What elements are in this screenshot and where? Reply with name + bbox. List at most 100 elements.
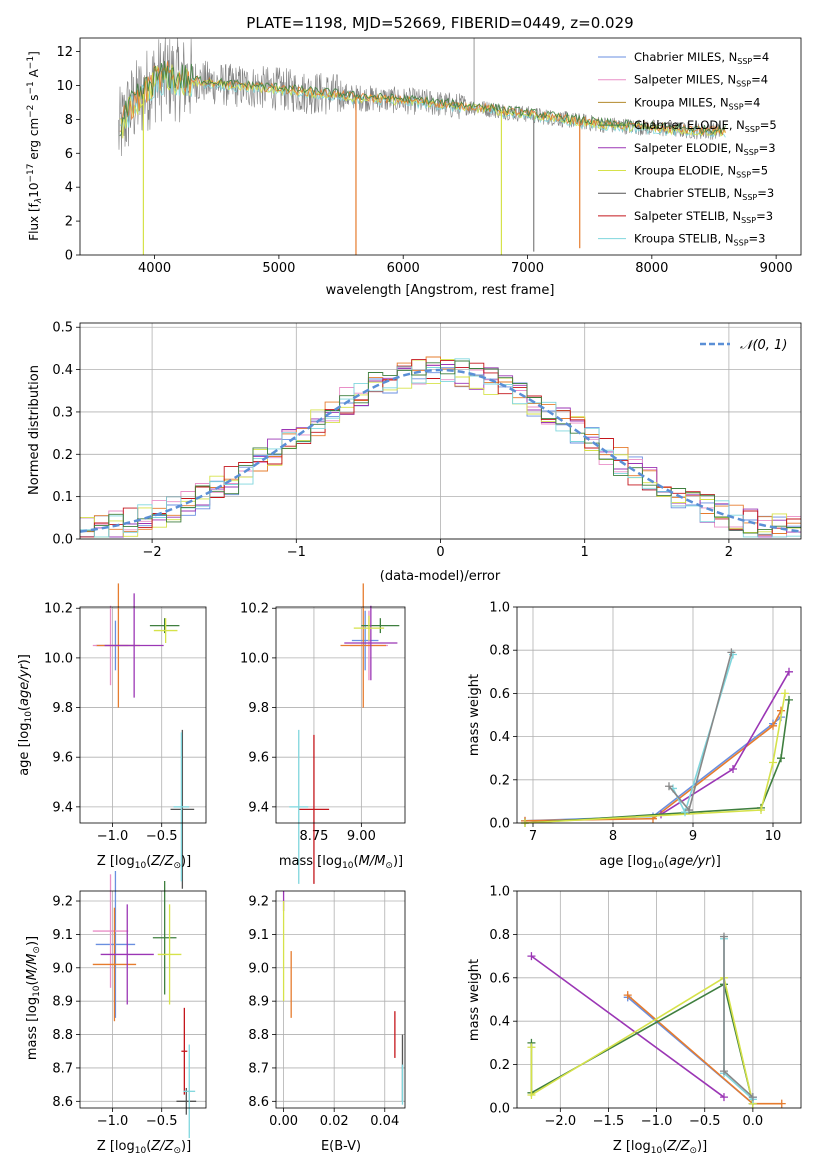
mass-weight-marker [785,667,793,676]
y-tick-label: 0.8 [489,644,510,659]
residual-legend: 𝒩(0, 1) [700,338,787,353]
y-tick-label: 9.8 [52,701,73,716]
mass-weight-marker [785,695,793,704]
x-tick-label: −2.0 [545,1114,577,1129]
mass-weight-marker [781,689,789,698]
mass-weight-marker [729,765,737,773]
y-tick-label: 10.0 [44,651,73,666]
legend-value: =5 [760,118,777,132]
axes-frame [79,37,802,256]
mass-weight-line [530,955,725,1098]
legend-label: Chabrier STELIB, NSSP=3 [634,186,774,202]
mass-vs-Z-panel: −1.0 −0.5 8.6 8.7 8.8 8.9 9.0 9.1 9.2 [52,870,207,1139]
y-tick-label: 6 [65,147,73,162]
y-tick-label: 0.5 [52,321,73,336]
x-tick-label: 6000 [387,261,420,276]
age-vs-mass-xlabel: mass [log10(M/M⊙)] [279,854,403,871]
x-tick-label: 9000 [760,261,793,276]
y-tick-label: 0.1 [52,490,73,505]
x-tick-label: 0.00 [269,1114,298,1129]
legend-label: Salpeter STELIB, NSSP=3 [634,209,773,225]
x-tick-label: 2 [725,545,733,560]
y-tick-label: 8.6 [52,1095,73,1110]
y-tick-label: 9.4 [52,800,73,815]
y-tick-label: 10.0 [240,651,269,666]
mass-weight-line [530,983,754,1104]
mass-vs-EBV-xlabel: E(B-V) [321,1139,361,1154]
mass-weight-line [524,693,786,824]
y-tick-label: 0.2 [489,773,510,788]
mass-weight-vs-age-panel: 7 8 9 10 0.0 0.2 0.4 0.6 0.8 1.0 [489,601,802,844]
legend-subscript: SSP [744,148,759,157]
mass-weight-line [524,710,782,822]
y-tick-label: 1.0 [489,601,510,616]
x-tick-label: −2 [143,545,162,560]
mass-weight-line [530,976,754,1104]
age-vs-mass-panel: 8.75 9.009.49.69.810.010.2 [240,583,406,884]
x-tick-label: −0.5 [146,1114,178,1129]
mass-weight-vs-age-ylabel: mass weight [467,674,482,756]
y-tick-label: 0.6 [489,971,510,986]
spectrum-ylabel: Flux [fλ10−17 erg cm−2 s−1 A−1] [26,51,44,241]
y-tick-label: 0.4 [52,363,73,378]
y-tick-label: 8.8 [248,1028,269,1043]
x-tick-label: −1.0 [97,1114,129,1129]
legend-value: =4 [751,73,768,87]
y-tick-label: 8.9 [52,995,73,1010]
x-tick-label: −1.0 [641,1114,673,1129]
x-tick-label: 8000 [635,261,668,276]
mass-weight-marker [527,952,536,961]
mass-weight-marker [719,932,728,941]
y-tick-label: 0.2 [489,1058,510,1073]
mass-weight-marker [665,782,673,791]
x-tick-label: 7 [529,829,537,844]
legend-subscript: SSP [729,102,744,111]
y-tick-label: 9.1 [52,928,73,943]
legend-subscript: SSP [741,216,756,225]
y-tick-label: 12 [56,45,73,60]
legend-subscript: SSP [734,239,749,248]
y-tick-label: 1.0 [489,885,510,900]
spectrum-legend: Chabrier MILES, NSSP=4 Salpeter MILES, NS… [598,50,777,248]
legend-value: =3 [757,186,774,200]
y-tick-label: 0 [65,249,73,264]
x-tick-label: −1.5 [593,1114,625,1129]
y-tick-label: 0.0 [489,1102,510,1117]
y-tick-label: 0.6 [489,687,510,702]
residual-ylabel: Normed distribution [27,365,42,495]
y-tick-label: 8.7 [52,1061,73,1076]
mass-weight-marker [719,1067,728,1076]
legend-value: =4 [744,95,761,109]
y-tick-label: 8.7 [248,1061,269,1076]
axes-frame [275,890,406,1109]
y-tick-label: 9.4 [248,800,269,815]
residual-panel: −2 −1 0 1 2 0.0 0.1 0.2 0.3 0.4 0.5 (data-model)/e… [27,321,802,584]
axes-frame [79,322,802,540]
y-tick-label: 0.0 [489,817,510,832]
legend-value: =3 [749,232,766,246]
x-tick-label: 0 [436,545,444,560]
x-tick-label: 0.0 [743,1114,764,1129]
observed-spectrum-line [118,37,722,157]
axes-frame [516,890,802,1109]
y-tick-label: 10.2 [240,602,269,617]
x-tick-label: −0.5 [689,1114,721,1129]
spectrum-xlabel: wavelength [Angstrom, rest frame] [326,283,555,298]
axes-frame [516,606,802,824]
axes-frame [79,890,207,1109]
axes-frame [275,606,406,824]
mass-weight-marker [527,1043,536,1052]
y-tick-label: 10 [56,79,73,94]
mass-weight-marker [685,806,693,815]
mass-weight-marker [757,806,765,815]
mass-weight-vs-Z-ylabel: mass weight [467,959,482,1041]
y-tick-label: 8.8 [52,1028,73,1043]
y-tick-label: 0.4 [489,1015,510,1030]
x-tick-label: 9.00 [347,829,376,844]
legend-value: =5 [751,164,768,178]
y-tick-label: 0.0 [52,533,73,548]
x-tick-label: 0.04 [370,1114,399,1129]
spectrum-panel: PLATE=1198, MJD=52669, FIBERID=0449, z=0… [26,14,802,298]
x-tick-label: 7000 [511,261,544,276]
x-tick-label: 5000 [262,261,295,276]
